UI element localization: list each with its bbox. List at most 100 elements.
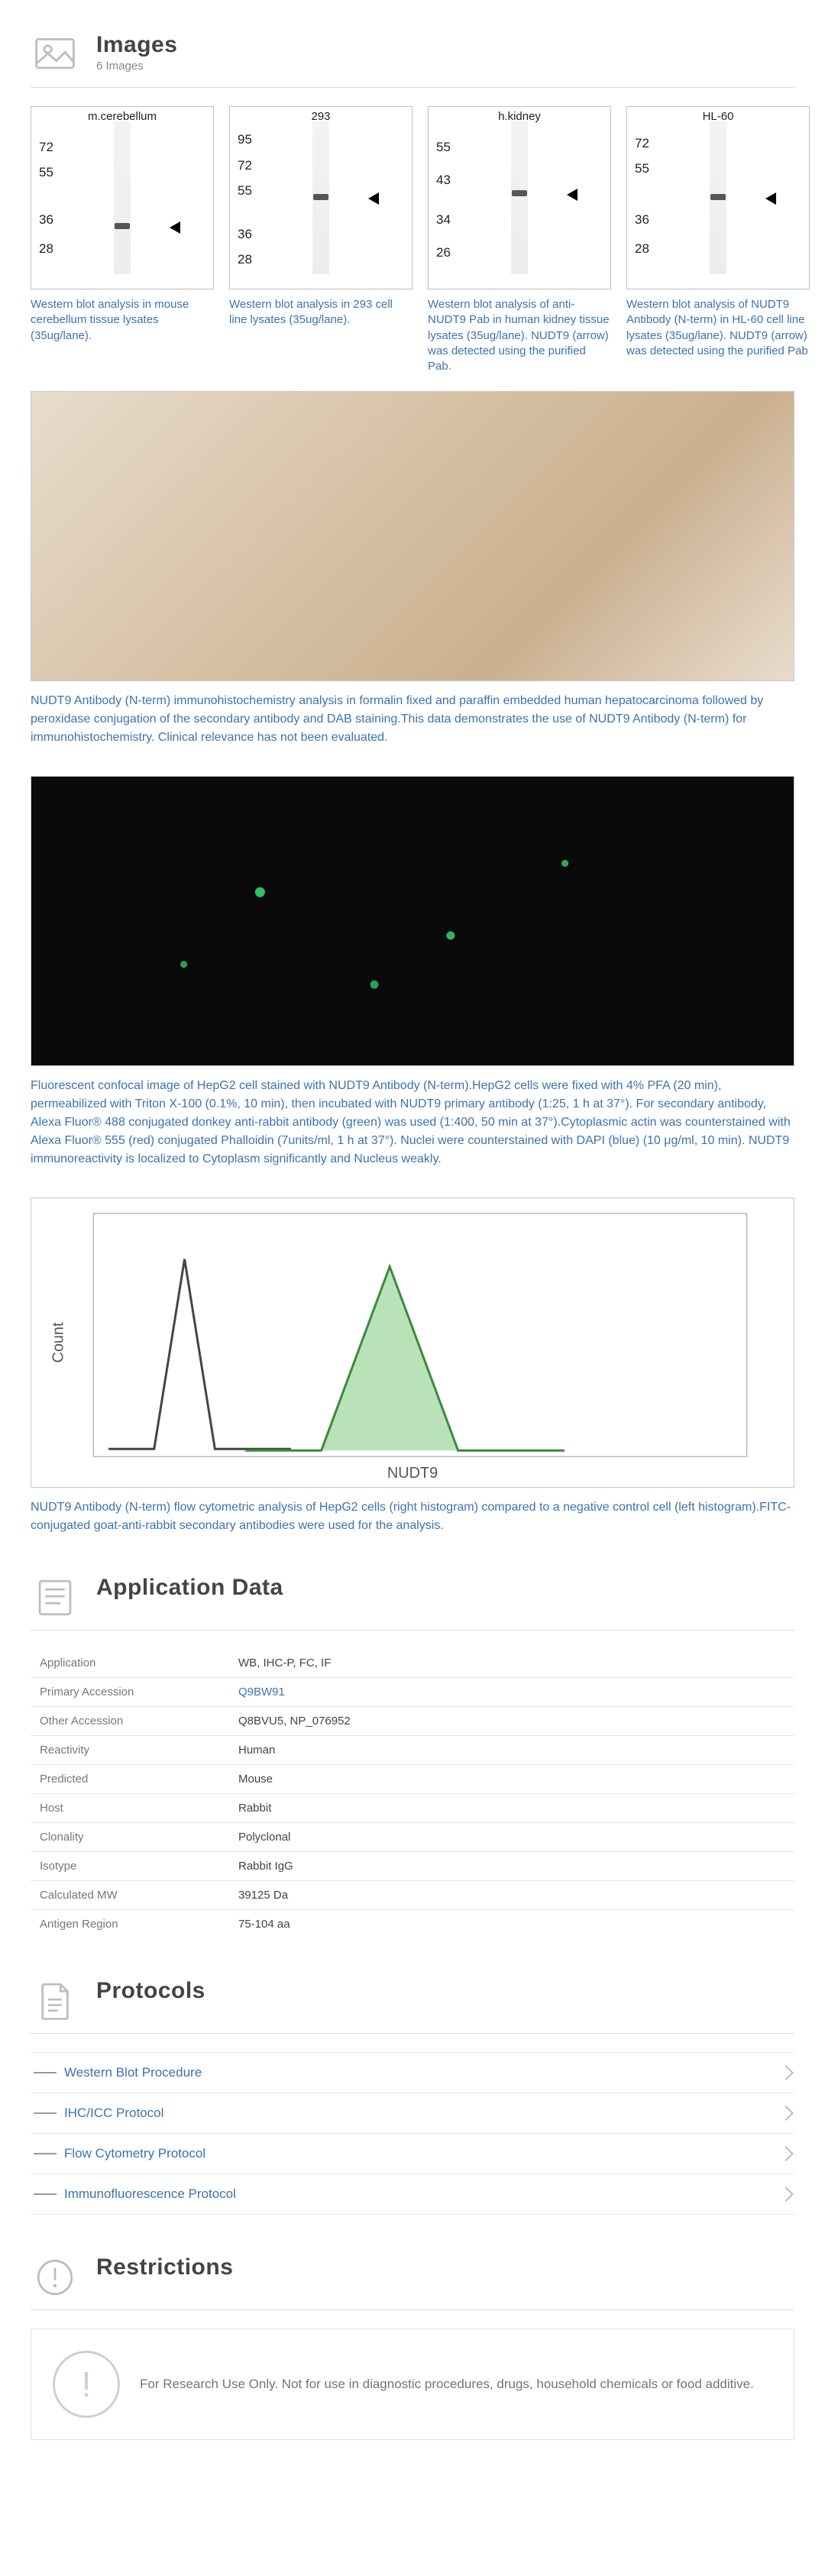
table-row: ClonalityPolyclonal: [31, 1823, 794, 1852]
wb-thumb[interactable]: h.kidney55433426: [428, 106, 611, 289]
appdata-key: Predicted: [31, 1765, 229, 1794]
wb-marker: 36: [39, 212, 53, 228]
appdata-value: 39125 Da: [229, 1881, 794, 1910]
section-header-protocols: Protocols: [31, 1976, 794, 2034]
wb-caption[interactable]: Western blot analysis in 293 cell line l…: [229, 297, 412, 328]
arrow-icon: [567, 189, 578, 201]
ihc-image[interactable]: [31, 391, 794, 681]
table-row: IsotypeRabbit IgG: [31, 1852, 794, 1881]
wb-lane-label: m.cerebellum: [88, 110, 157, 123]
wb-thumb[interactable]: m.cerebellum 72 55 36 28: [31, 106, 214, 289]
svg-text:Count: Count: [50, 1322, 66, 1363]
wb-caption[interactable]: Western blot analysis in mouse cerebellu…: [31, 297, 214, 344]
table-row: Calculated MW39125 Da: [31, 1881, 794, 1910]
wb-caption[interactable]: Western blot analysis of anti-NUDT9 Pab …: [428, 297, 611, 374]
wb-band: [710, 194, 726, 200]
wb-marker: 55: [39, 165, 53, 180]
restrictions-title: Restrictions: [96, 2254, 233, 2280]
fc-image[interactable]: NUDT9 Count: [31, 1198, 794, 1488]
protocols-title: Protocols: [96, 1978, 205, 2004]
wb-marker: 55: [238, 183, 252, 199]
protocol-label: Immunofluorescence Protocol: [64, 2187, 236, 2202]
images-body: m.cerebellum 72 55 36 28 Western blot analysi…: [31, 106, 794, 1535]
chevron-right-icon: [778, 2146, 794, 2161]
wb-thumb[interactable]: 2939572553628: [229, 106, 412, 289]
wb-band: [313, 194, 328, 200]
fc-caption: NUDT9 Antibody (N-term) flow cytometric …: [31, 1498, 794, 1535]
restriction-circle-icon: !: [53, 2351, 120, 2418]
wb-marker: 36: [635, 212, 649, 228]
protocol-item[interactable]: Flow Cytometry Protocol: [31, 2134, 794, 2174]
protocol-label: Western Blot Procedure: [64, 2065, 202, 2080]
wb-band: [115, 223, 130, 229]
restrictions-icon: [31, 2253, 79, 2302]
protocol-label: Flow Cytometry Protocol: [64, 2146, 205, 2161]
appdata-key: Clonality: [31, 1823, 229, 1852]
appdata-title: Application Data: [96, 1575, 283, 1601]
appdata-value: Rabbit IgG: [229, 1852, 794, 1881]
appdata-key: Antigen Region: [31, 1910, 229, 1939]
appdata-value: 75-104 aa: [229, 1910, 794, 1939]
appdata-icon: [31, 1573, 79, 1622]
appdata-value: Mouse: [229, 1765, 794, 1794]
table-row: Primary AccessionQ9BW91: [31, 1678, 794, 1707]
protocols-body: Western Blot Procedure IHC/ICC Protocol Fl…: [31, 2052, 794, 2215]
appdata-value: Rabbit: [229, 1794, 794, 1823]
accession-link[interactable]: Q9BW91: [238, 1686, 285, 1698]
arrow-icon: [368, 192, 379, 205]
table-row: Antigen Region75-104 aa: [31, 1910, 794, 1939]
protocols-icon: [31, 1976, 79, 2025]
wb-lane-label: 293: [311, 110, 330, 123]
appdata-value: Q9BW91: [229, 1678, 794, 1707]
appdata-value: Human: [229, 1736, 794, 1765]
restriction-text: For Research Use Only. Not for use in di…: [140, 2377, 754, 2392]
arrow-icon: [765, 192, 776, 205]
dash-icon: [34, 2153, 57, 2154]
wb-marker: 36: [238, 227, 252, 242]
section-header-restrictions: Restrictions: [31, 2253, 794, 2310]
table-row: ReactivityHuman: [31, 1736, 794, 1765]
wb-marker: 43: [436, 173, 451, 188]
wb-marker: 72: [39, 140, 53, 155]
appdata-body: ApplicationWB, IHC-P, FC, IFPrimary Acce…: [31, 1649, 794, 1938]
appdata-value: Q8BVU5, NP_076952: [229, 1707, 794, 1736]
appdata-table: ApplicationWB, IHC-P, FC, IFPrimary Acce…: [31, 1649, 794, 1938]
wb-marker: 28: [635, 241, 649, 257]
table-row: ApplicationWB, IHC-P, FC, IF: [31, 1649, 794, 1678]
chevron-right-icon: [778, 2106, 794, 2121]
wb-thumb[interactable]: HL-60 72 55 36 28: [626, 106, 810, 289]
section-header-images: Images 6 Images: [31, 31, 794, 88]
appdata-value: WB, IHC-P, FC, IF: [229, 1649, 794, 1678]
wb-marker: 28: [39, 241, 53, 257]
ihc-caption: NUDT9 Antibody (N-term) immunohistochemi…: [31, 692, 794, 747]
protocols-list: Western Blot Procedure IHC/ICC Protocol Fl…: [31, 2052, 794, 2215]
wb-band: [512, 190, 527, 196]
dash-icon: [34, 2112, 57, 2114]
wb-marker: 28: [238, 252, 252, 267]
restrictions-body: ! For Research Use Only. Not for use in …: [31, 2329, 794, 2440]
chevron-right-icon: [778, 2187, 794, 2202]
wb-marker: 72: [635, 136, 649, 151]
protocol-item[interactable]: Immunofluorescence Protocol: [31, 2174, 794, 2215]
images-count: 6 Images: [96, 60, 177, 73]
appdata-key: Reactivity: [31, 1736, 229, 1765]
table-row: HostRabbit: [31, 1794, 794, 1823]
chevron-right-icon: [778, 2065, 794, 2080]
protocol-item[interactable]: IHC/ICC Protocol: [31, 2093, 794, 2134]
wb-lane-label: HL-60: [703, 110, 734, 123]
restriction-note: ! For Research Use Only. Not for use in …: [31, 2329, 794, 2440]
svg-text:NUDT9: NUDT9: [387, 1465, 438, 1482]
wb-card: HL-60 72 55 36 28 Western blot analysis of NU…: [626, 106, 810, 374]
appdata-key: Isotype: [31, 1852, 229, 1881]
images-icon: [31, 31, 79, 79]
wb-thumb-row: m.cerebellum 72 55 36 28 Western blot analysi…: [31, 106, 794, 374]
images-title: Images: [96, 32, 177, 58]
dash-icon: [34, 2072, 57, 2073]
if-image[interactable]: [31, 776, 794, 1066]
table-row: Other AccessionQ8BVU5, NP_076952: [31, 1707, 794, 1736]
wb-marker: 55: [635, 161, 649, 176]
wb-card: h.kidney55433426 Western blot analysis of…: [428, 106, 611, 374]
wb-caption[interactable]: Western blot analysis of NUDT9 Antibody …: [626, 297, 810, 359]
appdata-key: Calculated MW: [31, 1881, 229, 1910]
protocol-item[interactable]: Western Blot Procedure: [31, 2052, 794, 2093]
